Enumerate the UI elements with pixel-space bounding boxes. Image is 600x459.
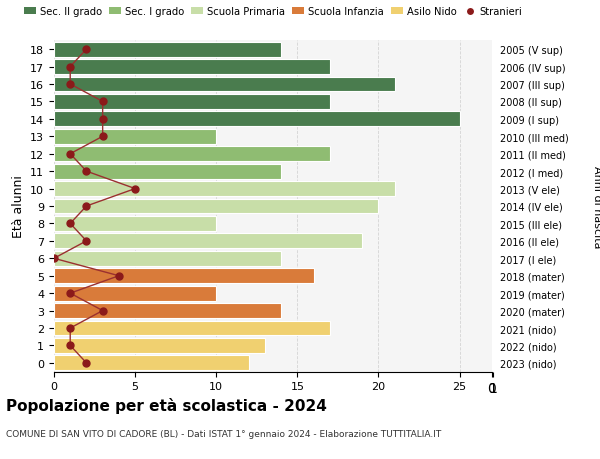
Bar (54, 95, 330, 110)
Bar (54, 286, 216, 301)
Bar (54, 147, 330, 162)
Point (65, 151, 75, 158)
Point (65, 325, 75, 332)
Point (65, 220, 75, 228)
Point (82, 203, 91, 210)
Bar (54, 78, 395, 92)
Legend: Sec. II grado, Sec. I grado, Scuola Primaria, Scuola Infanzia, Asilo Nido, Stran: Sec. II grado, Sec. I grado, Scuola Prim… (20, 3, 526, 21)
Point (65, 81, 75, 89)
Y-axis label: Età alunni: Età alunni (11, 175, 25, 238)
Bar (54, 182, 395, 196)
Bar (54, 321, 330, 336)
Point (65, 342, 75, 349)
Point (82, 238, 91, 245)
Bar (54, 338, 265, 353)
Point (82, 168, 91, 175)
Bar (54, 269, 314, 284)
Point (98, 116, 107, 123)
Text: Anni di nascita: Anni di nascita (592, 165, 600, 248)
Point (65, 64, 75, 71)
Bar (54, 60, 330, 75)
Point (82, 46, 91, 54)
Bar (54, 43, 281, 57)
Bar (54, 252, 281, 266)
Point (130, 185, 140, 193)
Point (65, 290, 75, 297)
Bar (54, 112, 460, 127)
Bar (54, 199, 379, 214)
Bar (54, 217, 216, 231)
Bar (54, 303, 281, 318)
Bar (54, 129, 216, 145)
Point (98, 133, 107, 140)
Bar (54, 164, 281, 179)
Text: Popolazione per età scolastica - 2024: Popolazione per età scolastica - 2024 (6, 397, 327, 413)
Bar (54, 356, 248, 370)
Bar (54, 234, 362, 249)
Point (114, 273, 124, 280)
Point (82, 359, 91, 367)
Point (98, 99, 107, 106)
Point (49, 255, 59, 263)
Text: COMUNE DI SAN VITO DI CADORE (BL) - Dati ISTAT 1° gennaio 2024 - Elaborazione TU: COMUNE DI SAN VITO DI CADORE (BL) - Dati… (6, 429, 441, 438)
Point (98, 307, 107, 314)
